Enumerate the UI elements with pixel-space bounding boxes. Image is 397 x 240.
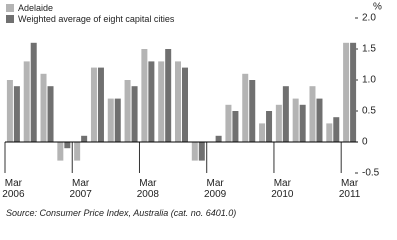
bar [97,67,104,142]
bar [114,98,121,142]
bar [81,135,88,142]
y-tick-label: 2.0 [362,13,376,24]
bar [292,98,299,142]
x-tick-label: Mar 2011 [338,178,361,200]
y-tick-label: 0.5 [362,106,376,117]
x-tick-label: Mar 2010 [271,178,294,200]
bar [282,86,289,142]
bar [309,86,316,142]
x-tick-label: Mar 2009 [203,178,227,200]
bar [6,80,13,142]
bar [13,86,20,142]
x-tick-label: Mar 2006 [2,178,25,200]
bar [259,123,266,142]
y-tick-label: 1.5 [362,44,376,55]
bar [158,61,165,142]
chart-svg: %2.0 1.5 1.0 0.5 0 -0.5 [4,2,382,179]
bar [225,104,232,142]
bar [350,42,357,142]
bar [182,67,188,142]
x-tick-label: Mar 2008 [136,178,159,200]
y-tick-label: -0.5 [362,168,380,179]
bar [23,61,30,142]
bar [266,111,273,142]
bar [47,86,54,142]
bar [232,111,239,142]
bar [175,61,181,142]
y-tick-label: 1.0 [362,75,376,86]
bar [124,80,131,142]
bar [198,142,205,161]
legend-swatch [6,4,14,12]
bar [141,49,148,142]
bar [343,42,350,142]
bar [57,142,64,161]
bar [64,142,71,149]
bar [148,61,155,142]
bar [242,73,249,142]
y-tick-label: 0 [362,137,368,148]
bar [107,98,114,142]
x-tick-label: Mar 2007 [69,178,92,200]
bar [299,104,306,142]
legend-swatch [6,15,14,23]
bar [40,73,47,142]
legend-label: Adelaide [18,3,54,13]
bar [249,80,256,142]
bar [90,67,97,142]
chart: % 2.0 1.5 1.0 0.5 0 -0.5 Source: Consumer Pric… [2,2,382,218]
bar [275,104,282,142]
y-axis-label: % [373,2,382,13]
bar [326,123,333,142]
source-note: Source: Consumer Price Index, Australia … [6,208,237,218]
bar [30,42,37,142]
bar [333,117,340,142]
bar [316,98,323,142]
bar [165,49,172,142]
bar [131,86,138,142]
legend-label: Weighted average of eight capital cities [18,14,175,24]
bar [191,142,198,161]
bar [74,142,81,161]
bar [215,135,222,142]
